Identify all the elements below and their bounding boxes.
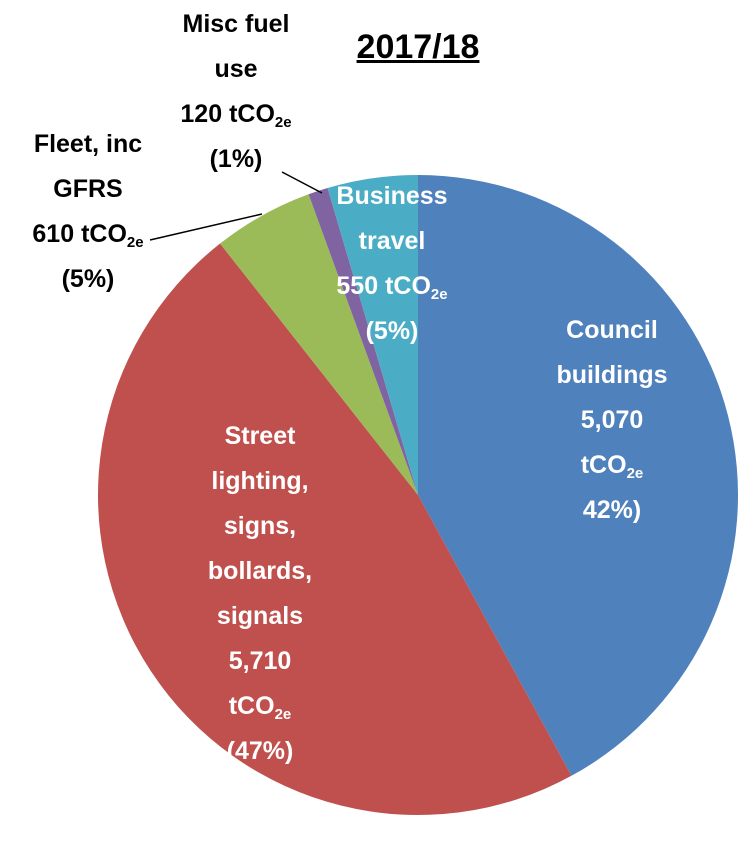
percent-label: (1%) (209, 145, 263, 173)
slice-label: Misc fuel use 120 tCO2e (1%) (166, 2, 306, 182)
value-line: 550 tCO2e (327, 264, 457, 309)
chart-title: 2017/18 (356, 28, 480, 66)
unit: tCO (385, 272, 431, 300)
unit-subscript: 2e (430, 286, 448, 303)
value-line: 5,070 (537, 398, 687, 443)
leader-line (281, 171, 323, 194)
unit: tCO (580, 451, 627, 479)
slice-label: Council buildings 5,070 tCO2e 42%) (537, 308, 687, 533)
leader-line (149, 213, 263, 241)
percent-label: (5%) (365, 317, 419, 345)
unit-subscript: 2e (626, 465, 644, 482)
unit: tCO (81, 220, 127, 248)
category-name: Street lighting, signs, bollards, signal… (207, 422, 313, 630)
percent-label: (47%) (226, 737, 294, 765)
unit-subscript: 2e (126, 234, 144, 251)
unit-subscript: 2e (274, 706, 292, 723)
unit: tCO (228, 692, 275, 720)
pie-slice (418, 175, 739, 776)
value-label: 610 (32, 220, 75, 248)
value-line: 120 tCO2e (166, 92, 306, 137)
category-name: Misc fuel use (182, 10, 290, 83)
slice-label: Fleet, inc GFRS 610 tCO2e (5%) (13, 122, 163, 302)
pie-slice (308, 188, 418, 495)
value-label: 120 (180, 100, 223, 128)
percent-label: 42%) (582, 496, 642, 524)
value-label: 5,070 (580, 406, 644, 434)
category-name: Business travel (336, 182, 448, 255)
unit-line: tCO2e (190, 684, 330, 729)
value-label: 5,710 (228, 647, 292, 675)
percent-label: (5%) (61, 265, 115, 293)
unit: tCO (229, 100, 275, 128)
pie-slice (327, 175, 418, 495)
value-label: 550 (336, 272, 379, 300)
category-name: Fleet, inc GFRS (33, 130, 143, 203)
pie-slice (97, 243, 572, 816)
pie-slice (220, 194, 418, 496)
unit-line: tCO2e (537, 443, 687, 488)
value-line: 5,710 (190, 639, 330, 684)
value-line: 610 tCO2e (13, 212, 163, 257)
unit-subscript: 2e (274, 114, 292, 131)
category-name: Council buildings (556, 316, 668, 389)
slice-label: Street lighting, signs, bollards, signal… (190, 414, 330, 774)
slice-label: Business travel 550 tCO2e (5%) (327, 174, 457, 354)
